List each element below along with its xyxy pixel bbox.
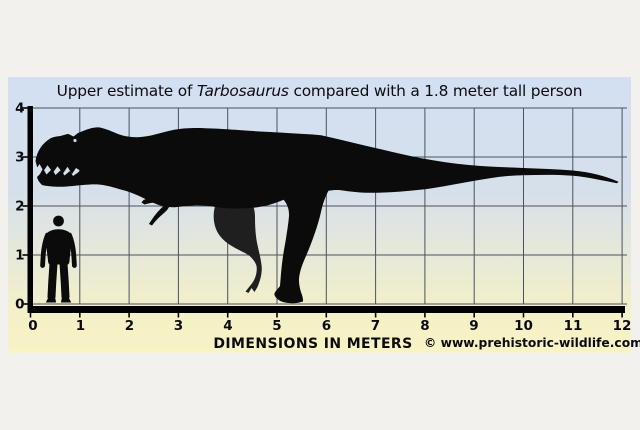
x-tick-6: 6: [322, 318, 331, 334]
figure-title: Upper estimate of Tarbosaurus compared w…: [8, 82, 631, 100]
x-axis-bar: [27, 306, 625, 313]
x-tick-7: 7: [371, 318, 380, 334]
tarbosaurus-arms: [141, 195, 170, 226]
x-tick-4: 4: [223, 318, 232, 334]
copyright-credit: © www.prehistoric-wildlife.com: [424, 336, 640, 350]
x-tick-12: 12: [613, 318, 632, 334]
x-tick-11: 11: [564, 318, 583, 334]
x-tick-5: 5: [272, 318, 281, 334]
y-tick-2: 2: [15, 199, 24, 215]
human-silhouette: [40, 215, 77, 303]
x-tick-2: 2: [125, 318, 134, 334]
x-axis-tick-labels: 0 1 2 3 4 5 6 7 8 9 10 11 12: [28, 318, 631, 334]
tarbosaurus-eye-dot: [73, 138, 77, 143]
y-axis-tick-labels: 0 1 2 3 4: [15, 101, 24, 313]
x-tick-10: 10: [514, 318, 533, 334]
title-prefix: Upper estimate of: [56, 82, 197, 100]
y-tick-0: 0: [15, 297, 24, 313]
tarbosaurus-silhouette: [35, 127, 619, 304]
x-tick-8: 8: [420, 318, 429, 334]
axis-bars: [27, 106, 625, 313]
tarbosaurus-far-leg: [213, 203, 262, 293]
y-tick-4: 4: [15, 101, 24, 117]
y-tick-1: 1: [15, 248, 24, 264]
tick-marks: [22, 107, 623, 318]
x-tick-0: 0: [28, 318, 37, 334]
x-tick-9: 9: [469, 318, 478, 334]
title-species-name: Tarbosaurus: [196, 82, 289, 100]
y-axis-bar: [27, 106, 33, 313]
y-tick-3: 3: [15, 150, 24, 166]
x-tick-1: 1: [76, 318, 85, 334]
title-suffix: compared with a 1.8 meter tall person: [288, 82, 583, 100]
x-tick-3: 3: [174, 318, 183, 334]
x-axis-label: DIMENSIONS IN METERS: [213, 336, 412, 352]
